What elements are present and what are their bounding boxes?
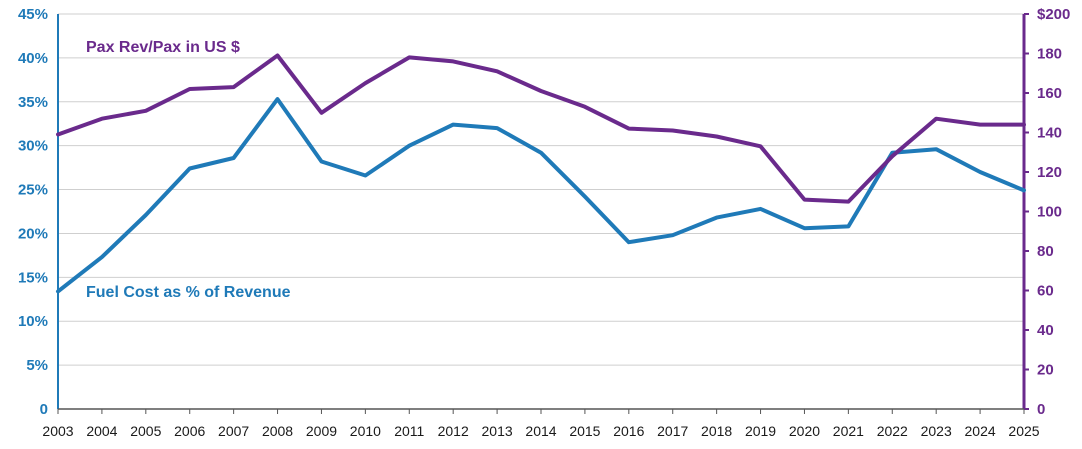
left-tick-label: 35% xyxy=(18,94,48,111)
right-tick-label: 140 xyxy=(1037,125,1062,142)
left-tick-label: 15% xyxy=(18,269,48,286)
axes xyxy=(57,13,1029,414)
right-tick-label: $200 xyxy=(1037,6,1070,23)
right-tick-label: 120 xyxy=(1037,164,1062,181)
series-lines xyxy=(56,53,1026,294)
left-tick-label: 45% xyxy=(18,6,48,23)
tick-labels: 0 5% 10% 15% 20% 25% 30% 35% 40% 45% 0 20 40 60 80 100 1… xyxy=(18,6,1070,439)
x-tick-label: 2015 xyxy=(569,423,600,439)
x-tick-label: 2013 xyxy=(482,423,513,439)
x-tick-label: 2021 xyxy=(833,423,864,439)
left-tick-label: 40% xyxy=(18,50,48,67)
right-tick-label: 100 xyxy=(1037,204,1062,221)
left-tick-label: 25% xyxy=(18,182,48,199)
x-tick-label: 2007 xyxy=(218,423,249,439)
series-line-pax-rev xyxy=(56,53,1026,204)
x-tick-label: 2020 xyxy=(789,423,820,439)
series-line-fuel-cost xyxy=(56,97,1026,294)
right-tick-label: 80 xyxy=(1037,243,1054,260)
right-tick-label: 160 xyxy=(1037,85,1062,102)
x-tick-label: 2025 xyxy=(1008,423,1039,439)
x-tick-label: 2003 xyxy=(42,423,73,439)
right-tick-label: 40 xyxy=(1037,322,1054,339)
right-tick-label: 60 xyxy=(1037,283,1054,300)
left-tick-label: 30% xyxy=(18,138,48,155)
x-tick-label: 2023 xyxy=(921,423,952,439)
x-tick-label: 2022 xyxy=(877,423,908,439)
x-tick-label: 2004 xyxy=(86,423,117,439)
left-tick-label: 0 xyxy=(40,401,48,418)
x-tick-label: 2024 xyxy=(965,423,996,439)
x-tick-label: 2019 xyxy=(745,423,776,439)
x-tick-label: 2009 xyxy=(306,423,337,439)
x-tick-label: 2008 xyxy=(262,423,293,439)
left-tick-label: 10% xyxy=(18,313,48,330)
x-tick-label: 2010 xyxy=(350,423,381,439)
x-tick-label: 2005 xyxy=(130,423,161,439)
x-tick-label: 2011 xyxy=(394,423,424,439)
x-tick-label: 2006 xyxy=(174,423,205,439)
left-tick-label: 20% xyxy=(18,225,48,242)
x-tick-label: 2017 xyxy=(657,423,688,439)
left-tick-label: 5% xyxy=(26,357,48,374)
gridlines xyxy=(58,13,1024,366)
x-tick-label: 2012 xyxy=(438,423,469,439)
right-tick-label: 0 xyxy=(1037,401,1045,418)
series-label-fuel-cost: Fuel Cost as % of Revenue xyxy=(86,284,291,301)
right-tick-label: 180 xyxy=(1037,46,1062,63)
right-tick-label: 20 xyxy=(1037,362,1054,379)
x-tick-label: 2018 xyxy=(701,423,732,439)
x-tick-label: 2016 xyxy=(613,423,644,439)
x-tick-label: 2014 xyxy=(525,423,556,439)
series-label-pax-rev: Pax Rev/Pax in US $ xyxy=(86,39,240,56)
